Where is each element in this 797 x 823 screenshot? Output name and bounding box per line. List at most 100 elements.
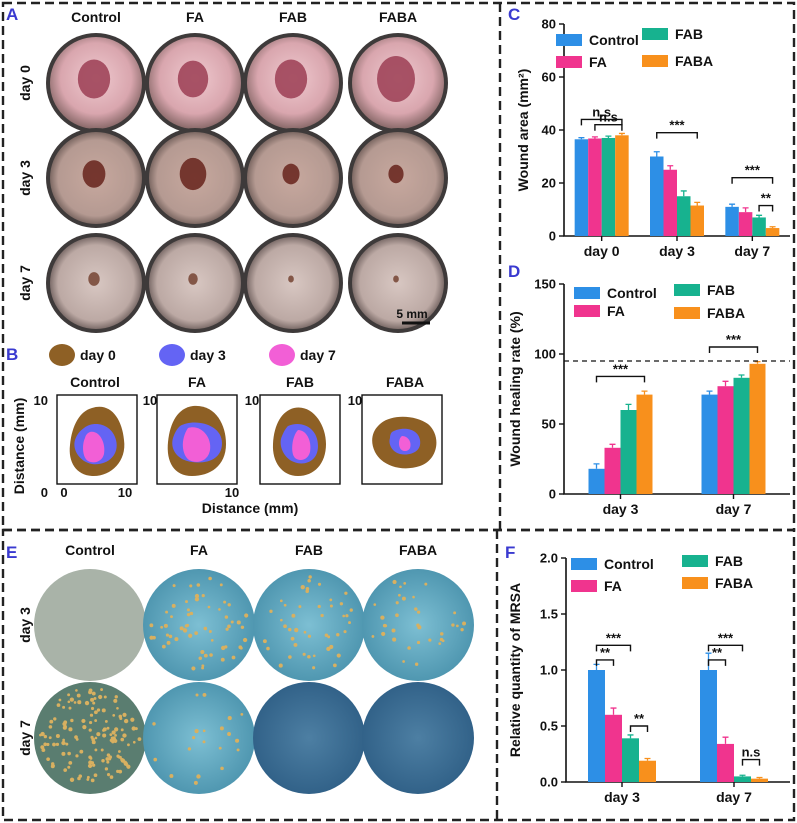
mrsa-colony bbox=[201, 664, 205, 668]
legend-swatch-day7 bbox=[269, 344, 295, 366]
y-tick-label: 50 bbox=[542, 417, 556, 432]
mrsa-colony bbox=[109, 775, 114, 779]
significance-bracket bbox=[707, 644, 744, 652]
y-tick-label: 80 bbox=[542, 17, 556, 32]
legend-label: FAB bbox=[707, 282, 735, 298]
y-tick-label: 0.5 bbox=[540, 719, 558, 734]
wound-spot bbox=[179, 157, 207, 191]
mrsa-colony bbox=[312, 654, 316, 658]
significance-label: *** bbox=[606, 630, 622, 645]
mrsa-colony bbox=[192, 736, 196, 740]
wound-trace-control bbox=[56, 394, 138, 485]
bar-control bbox=[701, 394, 718, 494]
wound-spot bbox=[388, 164, 404, 184]
mrsa-colony bbox=[152, 722, 156, 726]
mrsa-colony bbox=[320, 613, 324, 618]
mrsa-colony bbox=[58, 698, 62, 702]
mrsa-colony bbox=[91, 737, 96, 742]
mrsa-colony bbox=[122, 712, 127, 717]
mrsa-colony bbox=[100, 748, 104, 752]
mrsa-colony bbox=[48, 725, 53, 729]
mrsa-colony bbox=[453, 611, 457, 615]
mrsa-colony bbox=[90, 778, 95, 783]
legend-day0: day 0 bbox=[80, 347, 116, 363]
mrsa-colony bbox=[300, 584, 305, 590]
mrsa-colony bbox=[61, 740, 66, 746]
mrsa-colony bbox=[218, 608, 221, 611]
mrsa-colony bbox=[43, 734, 48, 739]
mrsa-colony bbox=[382, 623, 387, 628]
x-tick-label: day 3 bbox=[603, 501, 639, 517]
mrsa-plate bbox=[34, 682, 146, 794]
mrsa-colony bbox=[67, 693, 71, 697]
mrsa-colony bbox=[240, 712, 244, 716]
mrsa-colony bbox=[171, 603, 176, 608]
mrsa-colony bbox=[185, 600, 188, 604]
mrsa-colony bbox=[112, 714, 116, 717]
mrsa-colony bbox=[114, 734, 117, 737]
mrsa-colony bbox=[303, 630, 307, 634]
panel-b-title-faba: FABA bbox=[386, 374, 424, 390]
mrsa-colony bbox=[416, 640, 421, 645]
panel-label-b: B bbox=[6, 345, 18, 364]
mrsa-plate bbox=[253, 569, 365, 681]
mrsa-colony bbox=[227, 603, 231, 607]
legend-label: Control bbox=[607, 285, 657, 301]
mrsa-colony bbox=[76, 693, 81, 698]
mrsa-colony bbox=[43, 742, 47, 747]
mrsa-colony bbox=[108, 755, 113, 759]
mrsa-colony bbox=[327, 635, 331, 639]
mrsa-colony bbox=[40, 745, 45, 750]
mrsa-colony bbox=[111, 730, 116, 735]
mrsa-colony bbox=[312, 666, 316, 670]
mrsa-colony bbox=[439, 632, 444, 636]
mrsa-colony bbox=[78, 774, 83, 778]
mrsa-colony bbox=[288, 655, 292, 659]
panel-a-col-fa: FA bbox=[186, 9, 204, 25]
mrsa-colony bbox=[114, 727, 119, 732]
error-bar bbox=[653, 151, 660, 157]
panel-b-ytick-max-3: 10 bbox=[245, 393, 259, 408]
mrsa-colony bbox=[96, 732, 101, 737]
mrsa-colony bbox=[53, 717, 57, 721]
mrsa-colony bbox=[188, 633, 193, 638]
panel-a-row-day0: day 0 bbox=[17, 65, 33, 101]
y-axis-title: Wound area (mm²) bbox=[515, 69, 531, 192]
error-bar bbox=[667, 165, 674, 170]
panel-e-col-control: Control bbox=[65, 542, 115, 558]
mrsa-plate bbox=[143, 569, 255, 681]
bar-fab bbox=[752, 217, 766, 236]
panel-e: E Control FA FAB FABA day 3 day 7 bbox=[6, 542, 474, 794]
mrsa-colony bbox=[324, 633, 329, 638]
panel-a-row-day3: day 3 bbox=[17, 160, 33, 196]
panel-b-xlabel: Distance (mm) bbox=[202, 500, 298, 516]
mrsa-colony bbox=[239, 646, 243, 650]
panel-b-ytick-max-2: 10 bbox=[143, 393, 157, 408]
mrsa-colony bbox=[460, 627, 464, 632]
mrsa-colony bbox=[235, 738, 240, 743]
error-bar bbox=[625, 403, 632, 410]
error-bar bbox=[680, 190, 687, 197]
y-tick-label: 0.0 bbox=[540, 775, 558, 790]
mrsa-colony bbox=[92, 701, 96, 705]
error-bar bbox=[756, 214, 763, 218]
mrsa-colony bbox=[283, 624, 287, 629]
mrsa-colony bbox=[79, 749, 84, 754]
mrsa-colony bbox=[116, 769, 120, 773]
mrsa-colony bbox=[194, 597, 200, 602]
mrsa-colony bbox=[220, 766, 224, 771]
mrsa-colony bbox=[77, 700, 82, 705]
bar-fab bbox=[733, 377, 750, 494]
wound-spot bbox=[274, 59, 308, 99]
mrsa-colony bbox=[67, 765, 71, 769]
panel-label-f: F bbox=[505, 543, 515, 562]
mrsa-colony bbox=[94, 736, 98, 740]
mrsa-colony bbox=[137, 737, 142, 742]
panel-label-c: C bbox=[508, 5, 520, 24]
significance-label: *** bbox=[745, 163, 761, 178]
significance-bracket bbox=[707, 659, 727, 666]
mrsa-colony bbox=[51, 762, 55, 766]
mrsa-colony bbox=[416, 623, 420, 627]
legend-day3: day 3 bbox=[190, 347, 226, 363]
mrsa-colony bbox=[127, 743, 130, 747]
